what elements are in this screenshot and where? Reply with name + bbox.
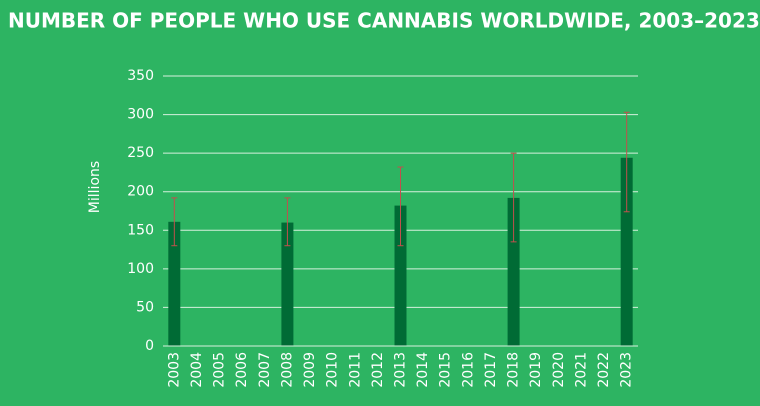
x-tick-label: 2016 (460, 352, 476, 388)
x-tick-label: 2013 (393, 352, 409, 388)
bar (281, 222, 294, 346)
x-tick-label: 2014 (415, 352, 431, 388)
x-tick-label: 2022 (596, 352, 612, 388)
x-tick-label: 2023 (619, 352, 635, 388)
y-tick-label: 300 (127, 107, 154, 123)
x-tick-label: 2010 (325, 352, 341, 388)
y-tick-label: 200 (127, 184, 154, 200)
y-tick-label: 100 (127, 261, 154, 277)
x-tick-label: 2012 (370, 352, 386, 388)
bar (620, 157, 633, 346)
y-tick-label: 50 (136, 299, 154, 315)
x-tick-label: 2021 (573, 352, 589, 388)
x-tick-label: 2005 (212, 352, 228, 388)
x-tick-label: 2020 (551, 352, 567, 388)
x-tick-label: 2018 (506, 352, 522, 388)
x-tick-label: 2019 (528, 352, 544, 388)
y-tick-label: 350 (127, 68, 154, 84)
x-tick-label: 2006 (234, 352, 250, 388)
x-tick-label: 2003 (166, 352, 182, 388)
y-tick-label: 150 (127, 222, 154, 238)
y-tick-label: 0 (145, 338, 154, 354)
bar (394, 205, 407, 346)
x-tick-label: 2009 (302, 352, 318, 388)
x-tick-label: 2008 (279, 352, 295, 388)
bar (168, 221, 181, 346)
x-tick-label: 2017 (483, 352, 499, 388)
chart-title: NUMBER OF PEOPLE WHO USE CANNABIS WORLDW… (8, 9, 760, 33)
y-tick-label: 250 (127, 145, 154, 161)
x-tick-label: 2004 (189, 352, 205, 388)
x-tick-label: 2011 (347, 352, 363, 388)
x-tick-label: 2007 (257, 352, 273, 388)
y-axis-label: Millions (87, 161, 103, 213)
bar (507, 197, 520, 346)
x-tick-label: 2015 (438, 352, 454, 388)
